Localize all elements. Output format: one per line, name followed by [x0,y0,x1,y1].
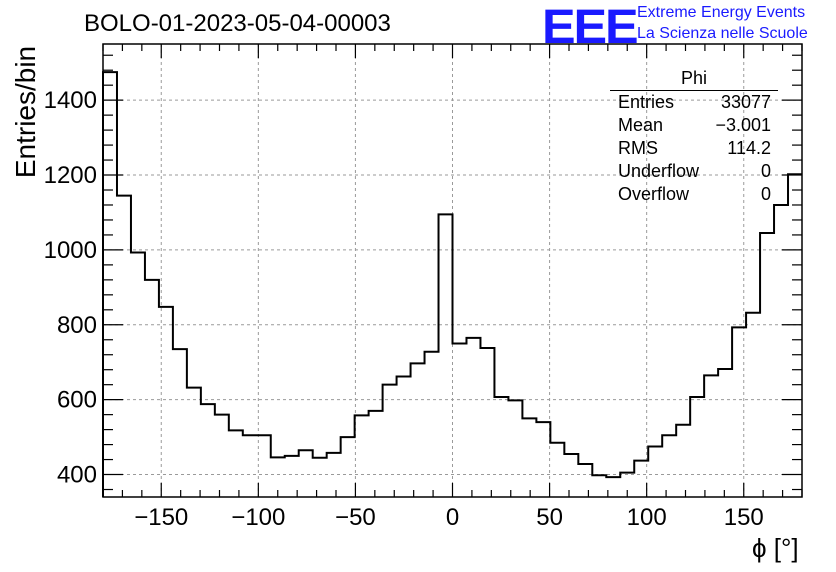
stats-row-entries: Entries 33077 [610,91,778,114]
stats-row-rms: RMS 114.2 [610,137,778,160]
stats-label: Entries [618,92,675,112]
x-tick-label: 150 [724,504,764,531]
axis-ticks [102,44,803,497]
stats-value: 0 [760,161,771,181]
logo-text-line1: Extreme Energy Events [637,4,806,21]
y-tick-label: 600 [57,387,97,414]
x-tick-label: −50 [335,504,376,531]
x-tick-label: 0 [446,504,459,531]
x-tick-label: 50 [536,504,563,531]
x-tick-label: −100 [231,504,285,531]
stats-title: Phi [610,68,778,91]
stats-label: Overflow [618,184,690,204]
stats-value: 33077 [720,92,771,112]
plot-title: BOLO-01-2023-05-04-00003 [84,10,391,37]
stats-value: −3.001 [715,115,771,135]
tick-labels: −150 −100 −50 0 50 100 150 400 600 800 1000 1200 140… [44,87,764,531]
y-tick-label: 1200 [44,162,97,189]
stats-label: Underflow [618,161,700,181]
y-tick-label: 1000 [44,237,97,264]
stats-value: 114.2 [727,138,771,158]
stats-label: Mean [618,115,664,135]
stats-row-underflow: Underflow 0 [610,160,778,183]
eee-logo: EEE [542,1,639,54]
stats-box: Phi Entries 33077 Mean −3.001 RMS 114.2 Und… [610,68,778,206]
stats-value: 0 [760,184,771,204]
y-tick-label: 1400 [44,87,97,114]
x-tick-label: −150 [134,504,188,531]
y-axis-title: Entries/bin [10,45,41,179]
logo-text-line2: La Scienza nelle Scuole [637,25,808,42]
stats-row-mean: Mean −3.001 [610,114,778,137]
x-axis-title: ϕ [°] [752,533,799,563]
stats-row-overflow: Overflow 0 [610,183,778,206]
y-tick-label: 400 [57,462,97,489]
stats-label: RMS [618,138,658,158]
x-tick-label: 100 [627,504,667,531]
y-tick-label: 800 [57,312,97,339]
histogram-series-phi [102,71,802,497]
